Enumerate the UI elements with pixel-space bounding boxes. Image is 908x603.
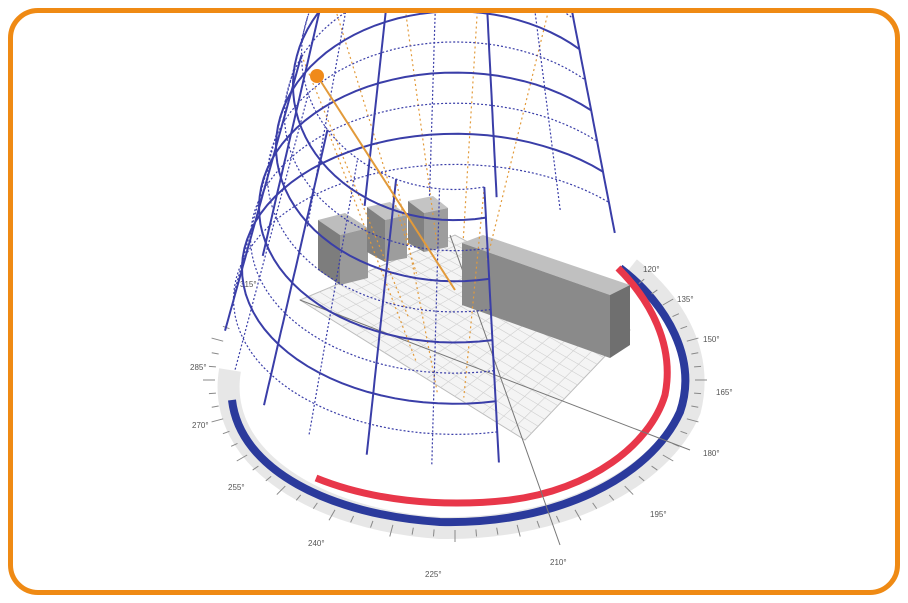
sun-marker	[310, 69, 324, 83]
hour-lines	[300, 13, 563, 398]
compass-label: 270°	[192, 421, 209, 430]
compass-label: 180°	[703, 449, 720, 458]
sun-path-mesh	[224, 13, 616, 465]
compass-arc	[228, 264, 690, 527]
compass-label: 255°	[228, 483, 245, 492]
compass-label: 135°	[677, 295, 694, 304]
compass-label: 285°	[190, 363, 207, 372]
shading-arc	[314, 265, 671, 507]
building	[367, 202, 407, 262]
building	[462, 235, 630, 358]
compass-label: 195°	[650, 510, 667, 519]
compass-label: 165°	[716, 388, 733, 397]
compass-label: 240°	[308, 539, 325, 548]
compass-ring	[217, 259, 705, 540]
compass-label: 315°	[240, 280, 257, 289]
compass-labels: 120° 135° 150° 165° 180° 195° 210° 225° …	[190, 265, 733, 579]
buildings	[318, 196, 630, 358]
building	[318, 213, 368, 285]
compass-label: 210°	[550, 558, 567, 567]
compass-label: 150°	[703, 335, 720, 344]
compass-label: 225°	[425, 570, 442, 579]
building	[408, 196, 448, 252]
compass-ticks	[203, 278, 707, 542]
sun-ray	[317, 76, 456, 291]
compass-label: 120°	[643, 265, 660, 274]
